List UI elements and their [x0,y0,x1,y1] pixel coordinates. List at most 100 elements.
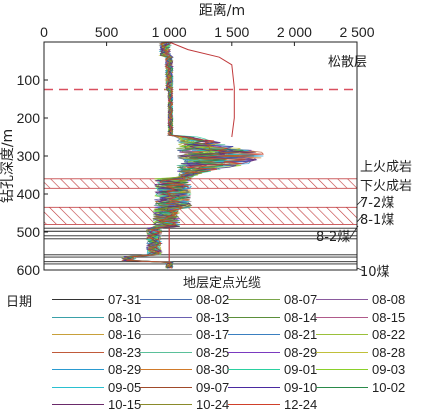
x-axis-title: 距离/m [199,2,245,19]
legend-item: 09-03 [316,361,405,378]
legend-swatch [316,299,368,300]
legend-item: 09-10 [228,379,317,396]
series-line [122,41,224,269]
legend-item: 08-30 [140,361,229,378]
legend-item: 08-16 [52,326,141,343]
y-axis-title: 钻孔深度/m [0,129,16,203]
plot-area-frame [43,41,358,271]
x-tick-label: 500 [95,24,119,40]
legend-label: 10-24 [196,397,230,412]
legend-label: 08-23 [108,344,142,360]
legend-swatch [228,299,280,300]
layer-label: 8-2煤 [316,230,350,245]
igneous-rock-band [43,178,358,189]
legend-label: 08-13 [196,309,230,325]
legend-swatch [228,369,280,370]
x-tick-label: 2 000 [277,24,312,40]
legend-label: 07-31 [108,292,142,307]
legend-label: 09-10 [284,379,318,395]
series-line [169,41,235,138]
legend-swatch [316,369,368,370]
legend-swatch [228,334,280,335]
legend-swatch [52,404,104,405]
legend-swatch [228,351,280,353]
legend-item: 08-07 [228,291,317,308]
legend-label: 08-08 [372,292,406,307]
legend-item: 08-22 [316,326,405,343]
legend-label: 08-29 [284,344,318,360]
legend-label: 08-15 [372,309,406,325]
legend-item: 08-02 [140,291,229,308]
legend-swatch [140,351,192,353]
legend-swatch [52,369,104,370]
leader-line [356,197,365,206]
legend-swatch [316,316,368,318]
series-lines [121,41,264,269]
legend-label: 08-16 [108,327,142,342]
y-tick-label: 200 [17,110,41,126]
legend-swatch [140,386,192,388]
legend-label: 08-07 [284,292,318,307]
legend-label: 08-25 [196,344,230,360]
legend-item: 08-23 [52,344,141,361]
legend-label: 08-28 [372,344,406,360]
legend-swatch [316,334,368,335]
legend-item: 09-01 [228,361,317,378]
series-line [126,41,264,269]
y-tick-labels: 100 200 300 400 500 600 [17,72,48,278]
legend-item: 08-28 [316,344,405,361]
legend-title: 日期 [6,295,33,310]
layer-label: 下火成岩 [360,179,412,194]
legend-swatch [52,334,104,335]
legend-label: 08-02 [196,292,230,307]
legend-label: 09-07 [196,379,230,395]
legend-label: 10-02 [372,379,406,395]
legend-swatch [228,404,280,405]
legend-item: 08-21 [228,326,317,343]
x-tick-label: 1 000 [152,24,187,40]
layer-label: 松散层 [328,55,367,70]
y-tick-label: 500 [17,224,41,240]
legend-item: 10-02 [316,379,405,396]
legend-item: 08-10 [52,309,141,326]
legend-swatch [228,316,280,318]
legend-label: 08-17 [196,327,230,342]
layer-label: 10煤 [360,265,390,280]
legend-label: 08-21 [284,327,318,342]
legend-label: 08-10 [108,309,142,325]
legend-swatch [316,386,368,388]
legend-swatch [140,299,192,300]
legend-item: 10-24 [140,396,229,413]
legend-swatch [52,316,104,318]
legend-item: 08-29 [228,344,317,361]
leader-line [356,213,365,223]
legend-label: 09-05 [108,379,142,395]
legend-item: 08-17 [140,326,229,343]
legend-label: 12-24 [284,397,318,412]
legend-label: 09-01 [284,362,318,377]
legend-item: 08-25 [140,344,229,361]
chart: 距离/m 钻孔深度/m 0 500 1 000 1 500 2 000 2 500 100… [0,2,412,291]
legend-label: 08-14 [284,309,318,325]
legend-item: 09-07 [140,379,229,396]
legend-item: 08-15 [316,309,405,326]
legend-item: 12-24 [228,396,317,413]
layer-label: 上火成岩 [360,160,412,175]
x-tick-labels: 0 500 1 000 1 500 2 000 2 500 [40,24,375,46]
layer-label: 8-1煤 [360,213,394,228]
y-tick-label: 300 [17,148,41,164]
legend-label: 08-22 [372,327,406,342]
annotation-label: 地层定点光缆 [183,275,261,291]
leader-line [356,267,365,272]
legend-label: 08-29 [108,362,142,377]
y-tick-label: 400 [17,186,41,202]
legend-item: 09-05 [52,379,141,396]
legend-label: 08-30 [196,362,230,377]
legend-swatch [52,386,104,388]
legend-item: 08-08 [316,291,405,308]
igneous-rock-band [43,206,358,225]
legend-swatch [140,316,192,318]
legend-swatch [52,299,104,300]
legend-swatch [140,369,192,370]
x-tick-label: 0 [40,24,48,40]
